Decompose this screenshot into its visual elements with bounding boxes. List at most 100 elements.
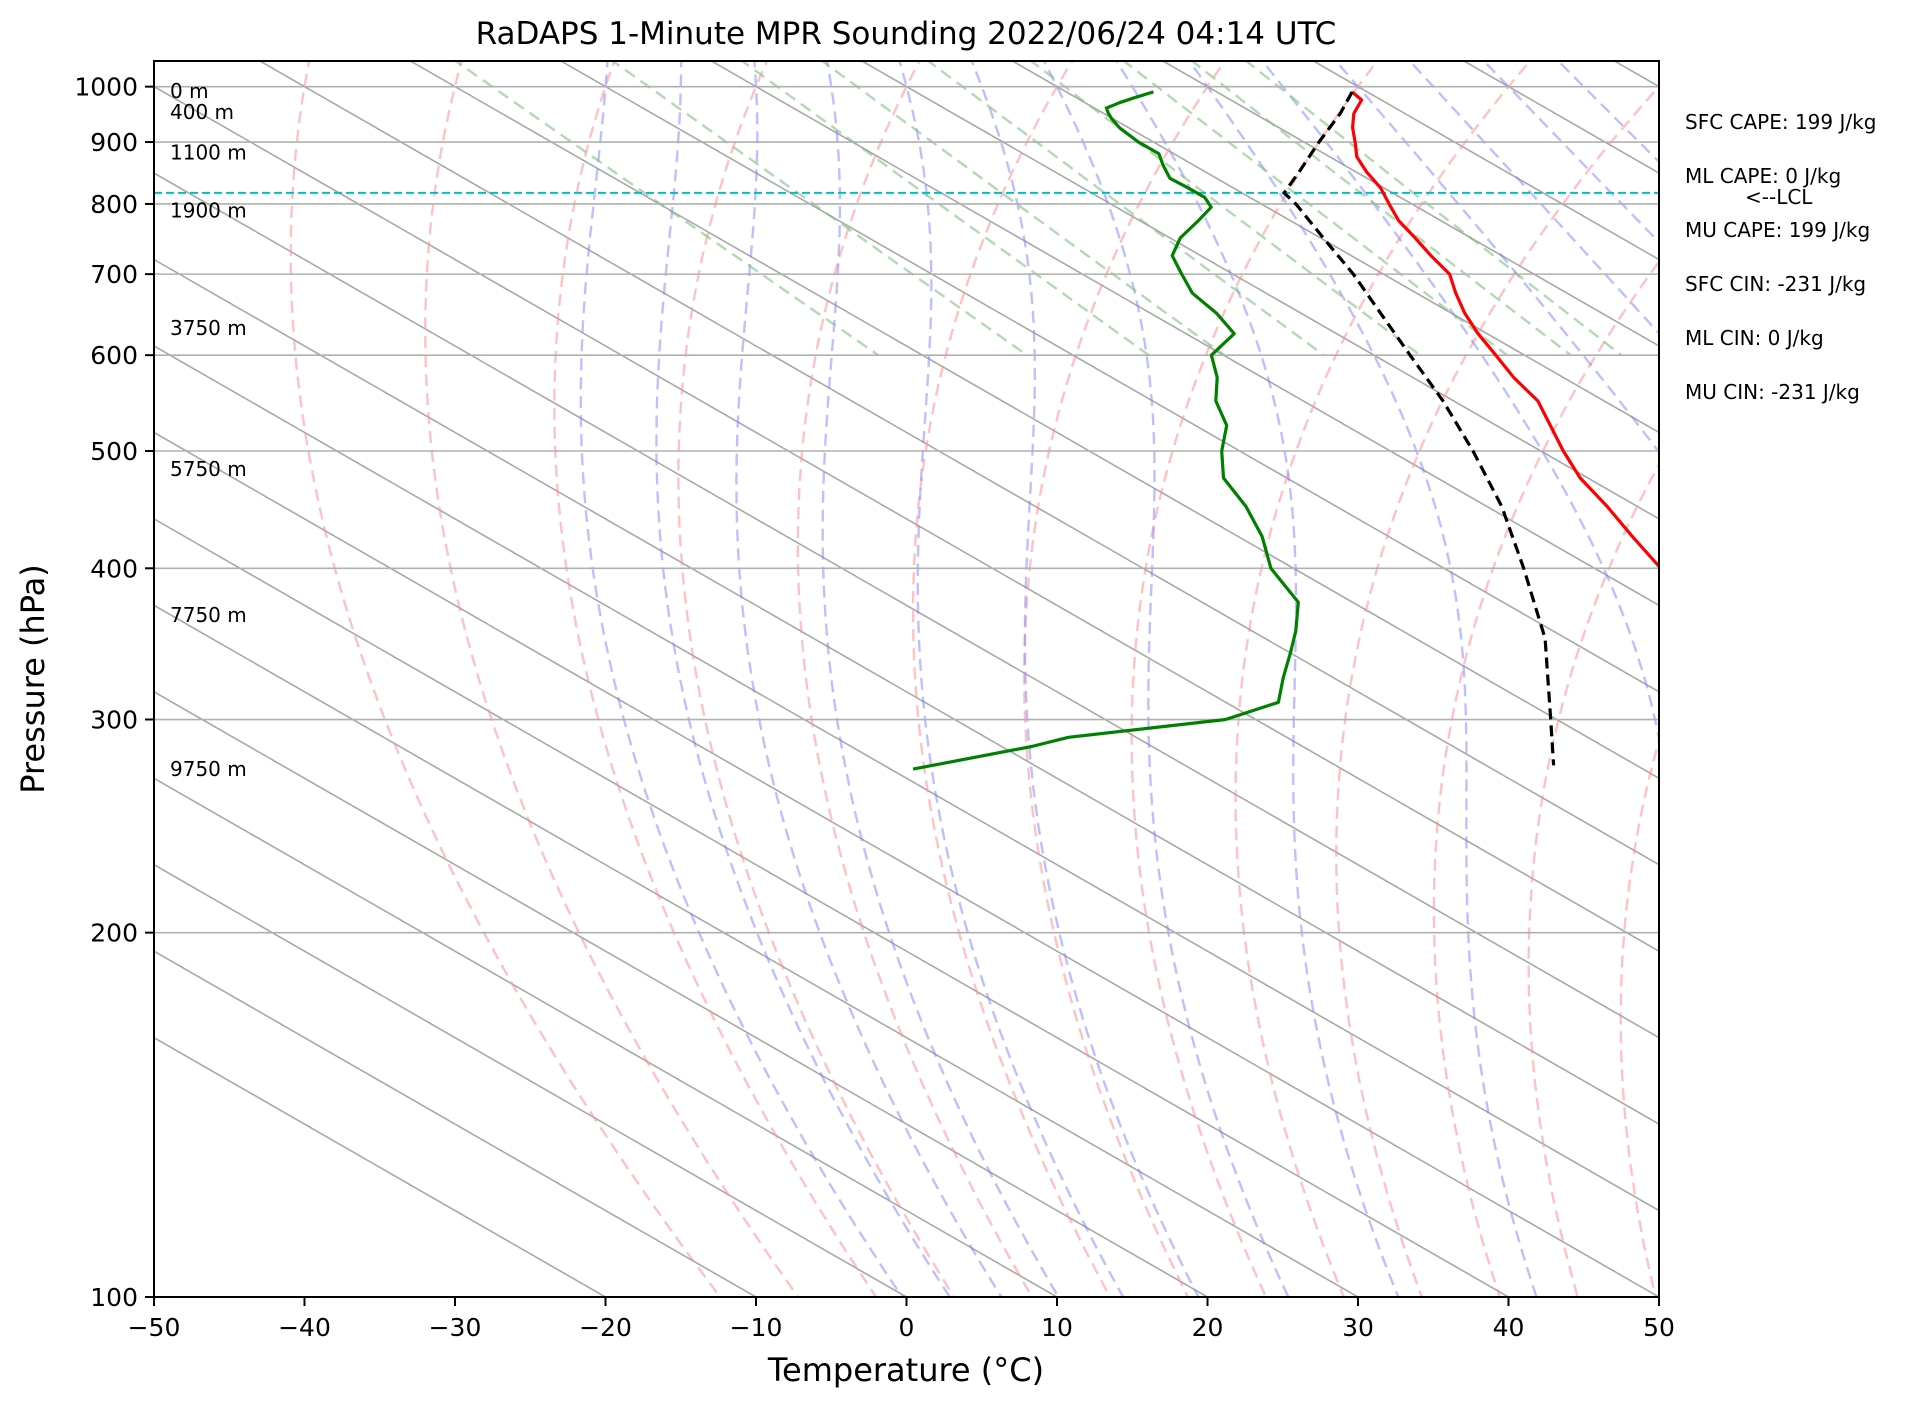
dry-adiabat-line xyxy=(1130,61,1379,1297)
mixing-ratio-line xyxy=(453,61,880,357)
moist-adiabat-line xyxy=(1115,61,1400,1297)
isotherm-line xyxy=(154,863,909,1297)
y-tick-label: 300 xyxy=(90,706,138,735)
isotherm-line xyxy=(154,604,1360,1297)
isotherm-line xyxy=(709,61,1659,607)
moist-adiabat-line xyxy=(970,61,1200,1297)
y-tick-label: 1000 xyxy=(74,73,138,102)
dry-adiabat-line xyxy=(1234,61,1532,1297)
lcl-label: <--LCL xyxy=(1745,185,1813,209)
isotherm-line xyxy=(154,258,1659,1126)
parcel-line xyxy=(1282,91,1556,766)
index-text: ML CAPE: 0 J/kg xyxy=(1685,164,1841,188)
index-text: ML CIN: 0 J/kg xyxy=(1685,326,1824,350)
isotherm-line xyxy=(154,950,758,1297)
moist-adiabat-line xyxy=(898,61,1125,1297)
index-text: MU CAPE: 199 J/kg xyxy=(1685,218,1870,242)
dry-adiabat-line xyxy=(424,61,800,1297)
moist-adiabat-line xyxy=(735,61,1003,1297)
dewpoint-line xyxy=(912,90,1300,771)
dry-adiabat-line xyxy=(677,61,956,1297)
isotherm-line xyxy=(154,431,1659,1297)
height-label: 9750 m xyxy=(170,757,247,781)
moist-adiabat-line xyxy=(1260,61,1659,745)
isotherm-line xyxy=(154,777,1059,1297)
moist-adiabat-line xyxy=(1187,61,1538,1297)
mixing-ratio-line xyxy=(610,61,1028,357)
x-tick-label: 20 xyxy=(1192,1313,1224,1342)
y-tick-label: 600 xyxy=(90,341,138,370)
x-tick-label: 0 xyxy=(899,1313,915,1342)
mixing-ratio-line xyxy=(1190,61,1572,357)
height-label: 1900 m xyxy=(170,199,247,223)
moist-adiabat-line xyxy=(1482,61,1659,244)
y-tick-label: 100 xyxy=(90,1283,138,1312)
x-axis: −50 −40 −30 −20 −10 0 10 20 30 40 50 xyxy=(128,1297,1675,1342)
isotherm-line xyxy=(860,61,1659,520)
isotherm-line xyxy=(258,61,1659,866)
y-tick-label: 800 xyxy=(90,190,138,219)
isotherm-line xyxy=(559,61,1659,693)
x-tick-label: 10 xyxy=(1041,1313,1073,1342)
moist-adiabat-line xyxy=(1334,61,1659,455)
moist-adiabat-line xyxy=(821,61,1060,1297)
y-tick-label: 700 xyxy=(90,260,138,289)
temperature-line xyxy=(1351,90,1659,569)
isotherm-line xyxy=(1010,61,1659,434)
height-label: 1100 m xyxy=(170,141,247,165)
x-tick-label: 50 xyxy=(1643,1313,1675,1342)
moist-adiabat-line xyxy=(655,61,952,1297)
mixing-ratio-line xyxy=(740,61,1150,357)
index-text: SFC CIN: -231 J/kg xyxy=(1685,272,1866,296)
isotherm-line xyxy=(408,61,1659,780)
height-label: 3750 m xyxy=(170,316,247,340)
dry-adiabat-line xyxy=(1432,259,1659,1297)
height-label: 0 m xyxy=(170,79,209,103)
mixing-ratio-line xyxy=(820,61,1226,357)
y-axis-label: Pressure (hPa) xyxy=(14,564,52,794)
height-label: 7750 m xyxy=(170,603,247,627)
isotherm-line xyxy=(154,1036,608,1297)
height-label: 5750 m xyxy=(170,457,247,481)
isotherm-line xyxy=(154,690,1210,1297)
x-axis-label: Temperature (°C) xyxy=(767,1351,1044,1389)
index-text: SFC CAPE: 199 J/kg xyxy=(1685,110,1876,134)
y-tick-label: 400 xyxy=(90,554,138,583)
dry-adiabat-line xyxy=(553,61,878,1297)
dry-adiabat-line xyxy=(1527,462,1659,1297)
dry-adiabat-line xyxy=(1335,84,1659,1297)
x-tick-label: −20 xyxy=(579,1313,632,1342)
x-tick-label: 30 xyxy=(1342,1313,1374,1342)
height-label: 400 m xyxy=(170,100,234,124)
moist-adiabat-line xyxy=(1556,61,1659,164)
x-tick-label: −30 xyxy=(429,1313,482,1342)
isotherm-line xyxy=(154,85,1659,953)
isotherm-line xyxy=(154,345,1659,1212)
dry-adiabat-line xyxy=(1022,61,1227,1297)
x-tick-label: −40 xyxy=(278,1313,331,1342)
moist-adiabat-line xyxy=(579,61,904,1297)
y-tick-label: 900 xyxy=(90,128,138,157)
dry-adiabat-line xyxy=(796,61,1034,1297)
isotherm-line xyxy=(154,172,1659,1039)
dry-adiabat-line xyxy=(911,61,1112,1297)
isotherm-line xyxy=(1311,61,1659,261)
indices-panel: SFC CAPE: 199 J/kg ML CAPE: 0 J/kg MU CAPE… xyxy=(1685,110,1876,404)
mixing-ratio-line xyxy=(1244,61,1623,357)
x-tick-label: −50 xyxy=(128,1313,181,1342)
mixing-ratio-line xyxy=(1121,61,1508,357)
lcl-group: <--LCL xyxy=(154,185,1813,209)
moist-adiabat-line xyxy=(1408,61,1659,336)
background-lines xyxy=(154,61,1659,1297)
x-tick-label: −10 xyxy=(730,1313,783,1342)
mixing-ratio-line xyxy=(926,61,1325,357)
mixing-ratio-line xyxy=(1029,61,1421,357)
dry-adiabat-line xyxy=(289,61,722,1297)
y-tick-label: 500 xyxy=(90,437,138,466)
y-axis: 100 200 300 400 500 600 700 800 900 1000 xyxy=(74,73,154,1312)
chart-title: RaDAPS 1-Minute MPR Sounding 2022/06/24 … xyxy=(476,16,1337,52)
y-tick-label: 200 xyxy=(90,919,138,948)
